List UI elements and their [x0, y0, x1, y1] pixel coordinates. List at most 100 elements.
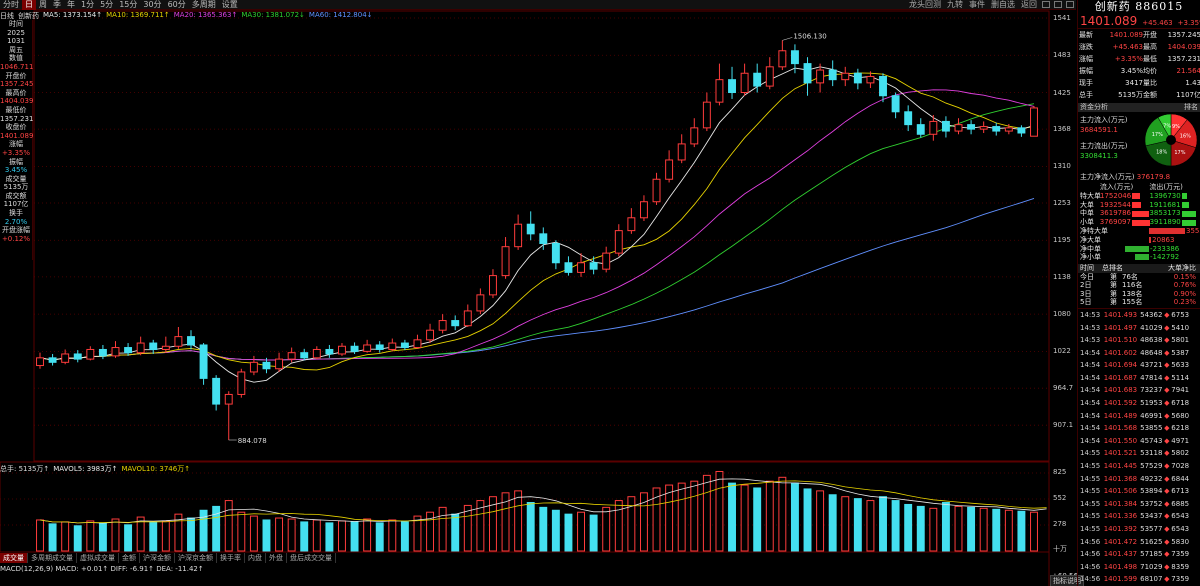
window-close-icon[interactable]	[1066, 1, 1074, 8]
info-value-10: 5135万	[3, 183, 29, 192]
tick-arrow-icon-2: ◆	[1164, 336, 1170, 345]
tick-arrow-icon-21: ◆	[1164, 575, 1170, 584]
rank-link[interactable]: 排名	[1184, 103, 1198, 111]
candle-body-60	[790, 50, 799, 65]
candle-body-19	[275, 358, 284, 370]
flow-out-value-1: 1911681	[1149, 200, 1181, 209]
period-tab-7[interactable]: 15分	[119, 0, 138, 9]
window-max-icon[interactable]	[1054, 1, 1062, 8]
tick-row-7: 14:54 1401.592 51953 ◆ 6718	[1078, 397, 1200, 410]
indicator-tab-0[interactable]: 成交量	[0, 553, 28, 563]
candle-body-29	[400, 342, 409, 349]
toolbar-action-0[interactable]: 龙头回测	[909, 0, 941, 9]
candle-body-39	[526, 223, 535, 235]
tick-time-5: 14:54	[1080, 373, 1101, 382]
volume-bar-20	[287, 518, 296, 552]
period-tab-3[interactable]: 季	[53, 0, 61, 9]
ma-legend: 日线 创新药 MA5: 1373.154↑ MA10: 1369.711↑ MA…	[0, 11, 373, 20]
window-min-icon[interactable]	[1042, 1, 1050, 8]
fund-pie-chart: 9%16%17%18%17%7%	[1144, 113, 1198, 167]
volume-bar-72	[941, 502, 950, 552]
flow-name-1: 大单	[1080, 200, 1094, 209]
kline-chart[interactable]: 1506.130 884.078	[0, 0, 1076, 586]
period-tab-8[interactable]: 30分	[143, 0, 162, 9]
fund-analysis-header[interactable]: 资金分析 排名	[1078, 103, 1200, 112]
volume-bar-70	[916, 505, 925, 552]
flow-in-bar-0	[1132, 193, 1141, 200]
tick-amount-20: 8359	[1171, 562, 1190, 571]
volume-bar-68	[891, 500, 900, 552]
net-bar-3	[1134, 254, 1149, 261]
period-tab-10[interactable]: 多周期	[191, 0, 216, 9]
flow-out-3: 3911890	[1150, 218, 1198, 227]
tick-volume-4: 43721	[1140, 361, 1163, 370]
net-inflow-value: 376179.8	[1136, 173, 1171, 181]
indicator-tab-2[interactable]: 虚拟成交量	[77, 553, 119, 563]
indicator-tab-4[interactable]: 沪深金额	[140, 553, 175, 563]
indicator-tab-9[interactable]: 盘后成交交量	[287, 553, 336, 563]
tick-volume-3: 48648	[1140, 348, 1163, 357]
candle-body-59	[778, 50, 787, 68]
indicator-tab-5[interactable]: 沪深京金额	[175, 553, 217, 563]
candle-body-42	[564, 262, 573, 273]
indicator-tabs: 成交量 多周期成交量 虚拟成交量 金额 沪深金额 沪深京金额 换手率 内盘 外盘 盘后成交交量	[0, 553, 336, 563]
toolbar-action-1[interactable]: 九转	[947, 0, 963, 9]
rank-period-3: 5日	[1080, 297, 1092, 306]
pie-label-2: 17%	[1174, 150, 1185, 156]
net-value-1: 20863	[1152, 235, 1175, 244]
outflow-label: 主力流出(万元)	[1080, 142, 1128, 150]
indicator-tab-8[interactable]: 外盘	[266, 553, 287, 563]
period-tab-11[interactable]: 设置	[221, 0, 238, 9]
tick-price-13: 1401.368	[1103, 474, 1138, 483]
indicator-tab-3[interactable]: 金额	[119, 553, 140, 563]
mavol5-value: MAVOL5: 3983万↑	[53, 465, 118, 473]
net-value-0: 355315	[1186, 226, 1200, 235]
quote-value-1a: +45.463	[1112, 43, 1143, 51]
toolbar-action-4[interactable]: 返回	[1021, 0, 1037, 9]
tick-arrow-icon-4: ◆	[1164, 361, 1170, 370]
volume-bar-6	[111, 518, 120, 552]
candle-body-78	[1017, 127, 1026, 134]
ma60-line	[39, 197, 1035, 361]
volume-bar-39	[526, 502, 535, 552]
toolbar-action-3[interactable]: 删自选	[991, 0, 1015, 9]
volume-bar-59	[778, 476, 787, 552]
candle-body-16	[237, 371, 246, 395]
indicator-tab-1[interactable]: 多周期成交量	[28, 553, 77, 563]
price-change: +45.463	[1142, 19, 1173, 27]
price-axis-label-10: 964.7	[1053, 384, 1074, 393]
info-label-8: 涨幅	[9, 140, 23, 149]
volume-bar-16	[237, 511, 246, 552]
volume-bar-26	[363, 518, 372, 552]
tick-price-3: 1401.602	[1103, 348, 1138, 357]
indicator-help-button[interactable]: 指标说明	[1050, 575, 1084, 586]
volume-bar-32	[438, 506, 447, 552]
tick-amount-16: 6543	[1171, 512, 1190, 521]
flow-head-1: 流入(万元)	[1099, 183, 1134, 191]
period-tab-5[interactable]: 1分	[81, 0, 95, 9]
indicator-tab-6[interactable]: 换手率	[217, 553, 245, 563]
period-tab-0[interactable]: 分时	[3, 0, 19, 9]
toolbar-action-2[interactable]: 事件	[969, 0, 985, 9]
candle-body-27	[375, 344, 384, 350]
quote-label-5a: 总手	[1079, 91, 1093, 99]
volume-bar-52	[690, 480, 699, 552]
candle-body-10	[161, 345, 170, 350]
tick-list[interactable]: 14:53 1401.493 54362 ◆ 6753 14:53 1401.497 4102…	[1078, 307, 1200, 586]
period-tab-9[interactable]: 60分	[167, 0, 186, 9]
indicator-tab-7[interactable]: 内盘	[245, 553, 266, 563]
tick-row-6: 14:54 1401.683 73237 ◆ 7941	[1078, 384, 1200, 397]
tick-time-16: 14:55	[1080, 512, 1101, 521]
period-tab-2[interactable]: 周	[39, 0, 47, 9]
volume-bar-64	[841, 496, 850, 552]
info-label-12: 换手	[9, 209, 23, 218]
volume-bar-17	[249, 515, 258, 552]
period-tab-1[interactable]: 日	[22, 0, 36, 10]
pie-label-3: 18%	[1156, 150, 1167, 156]
period-tab-6[interactable]: 5分	[100, 0, 114, 9]
net-bar-2	[1125, 245, 1149, 252]
period-tab-4[interactable]: 年	[67, 0, 75, 9]
volume-bar-27	[375, 522, 384, 552]
tick-amount-21: 7359	[1171, 575, 1190, 584]
tick-arrow-icon-8: ◆	[1164, 411, 1170, 420]
